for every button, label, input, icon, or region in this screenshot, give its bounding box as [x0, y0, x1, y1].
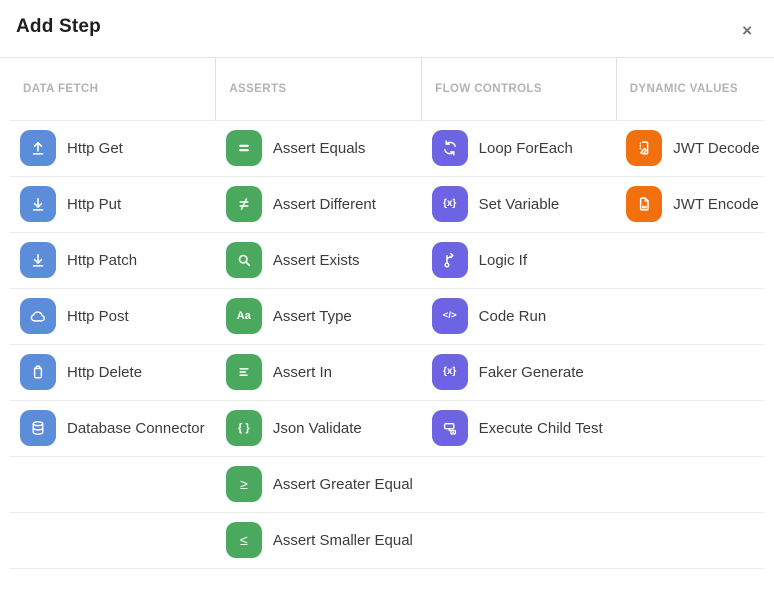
empty-cell: [616, 456, 764, 512]
step-item-assert-exists[interactable]: Assert Exists: [225, 242, 421, 278]
empty-cell: [422, 456, 617, 512]
step-item-assert-greater-equal[interactable]: ≥ Assert Greater Equal: [225, 466, 421, 502]
column-header-asserts: ASSERTS: [215, 58, 422, 120]
step-item-label: JWT Encode: [673, 195, 759, 213]
text-case-icon: Aa: [225, 298, 262, 334]
step-item-label: Http Delete: [67, 363, 143, 381]
step-item-label: JWT Decode: [673, 139, 760, 157]
empty-cell: [422, 512, 617, 568]
empty-cell: [616, 400, 764, 456]
list-lines-icon: [225, 354, 262, 390]
table-row: Database Connector { } Json Validate Exe…: [10, 400, 764, 456]
step-item-label: Assert Different: [272, 195, 376, 213]
column-header-data-fetch: DATA FETCH: [23, 82, 99, 95]
table-row: Http Put Assert Different {x} Set Variab…: [10, 176, 764, 232]
step-item-label: Faker Generate: [478, 363, 584, 381]
step-item-code-run[interactable]: </> Code Run: [431, 298, 616, 334]
step-item-http-delete[interactable]: Http Delete: [20, 354, 215, 390]
equals-icon: [225, 130, 262, 166]
download-icon: [20, 242, 56, 278]
empty-cell: [616, 232, 764, 288]
step-item-jwt-decode[interactable]: JWT Decode: [626, 130, 763, 166]
step-item-label: Assert Type: [272, 307, 352, 325]
table-row: Http Get Assert Equals Loop ForEach JWT …: [10, 120, 764, 176]
step-item-label: Http Patch: [67, 251, 138, 269]
step-item-label: Logic If: [478, 251, 528, 269]
table-row: ≥ Assert Greater Equal: [10, 456, 764, 512]
table-row: Http Post Aa Assert Type </> Code Run: [10, 288, 764, 344]
step-item-label: Set Variable: [478, 195, 560, 213]
greater-equal-icon: ≥: [225, 466, 262, 502]
table-row: ≤ Assert Smaller Equal: [10, 512, 764, 568]
variable-braces-icon: {x}: [431, 186, 468, 222]
download-icon: [20, 186, 56, 222]
step-item-http-patch[interactable]: Http Patch: [20, 242, 215, 278]
step-item-label: Http Post: [67, 307, 129, 325]
column-header-flow-controls: FLOW CONTROLS: [421, 58, 617, 120]
close-icon[interactable]: ×: [736, 18, 758, 43]
step-item-http-post[interactable]: Http Post: [20, 298, 215, 334]
empty-cell: [616, 288, 764, 344]
cloud-icon: [20, 298, 56, 334]
empty-cell: [10, 512, 216, 568]
step-item-assert-smaller-equal[interactable]: ≤ Assert Smaller Equal: [225, 522, 421, 558]
page-title: Add Step: [16, 16, 101, 37]
step-item-http-get[interactable]: Http Get: [20, 130, 215, 166]
step-item-label: Assert Exists: [272, 251, 360, 269]
less-equal-icon: ≤: [225, 522, 262, 558]
step-item-set-variable[interactable]: {x} Set Variable: [431, 186, 616, 222]
empty-cell: [10, 456, 216, 512]
step-item-http-put[interactable]: Http Put: [20, 186, 215, 222]
step-item-label: Execute Child Test: [478, 419, 603, 437]
step-item-label: Database Connector: [67, 419, 205, 437]
step-item-label: Assert Smaller Equal: [272, 531, 413, 549]
child-test-icon: [431, 410, 468, 446]
step-item-assert-type[interactable]: Aa Assert Type: [225, 298, 421, 334]
step-item-label: Assert Greater Equal: [272, 475, 413, 493]
step-table: DATA FETCH ASSERTS FLOW CONTROLS DYNAMIC…: [10, 58, 764, 569]
step-item-label: Assert In: [272, 363, 333, 381]
database-icon: [20, 410, 56, 446]
step-item-assert-equals[interactable]: Assert Equals: [225, 130, 421, 166]
variable-braces-icon: {x}: [431, 354, 468, 390]
step-item-database-connector[interactable]: Database Connector: [20, 410, 215, 446]
step-item-label: Json Validate: [272, 419, 362, 437]
table-row: Http Delete Assert In {x} Faker Generate: [10, 344, 764, 400]
branch-icon: [431, 242, 468, 278]
step-item-json-validate[interactable]: { } Json Validate: [225, 410, 421, 446]
step-item-assert-different[interactable]: Assert Different: [225, 186, 421, 222]
step-item-label: Http Put: [67, 195, 122, 213]
step-picker: DATA FETCH ASSERTS FLOW CONTROLS DYNAMIC…: [0, 58, 774, 569]
step-item-loop-foreach[interactable]: Loop ForEach: [431, 130, 616, 166]
step-item-label: Assert Equals: [272, 139, 366, 157]
column-header-dynamic-values: DYNAMIC VALUES: [615, 58, 764, 120]
step-item-jwt-encode[interactable]: JWT Encode: [626, 186, 763, 222]
step-item-label: Http Get: [67, 139, 123, 157]
step-item-logic-if[interactable]: Logic If: [431, 242, 616, 278]
loop-icon: [431, 130, 468, 166]
jwt-encode-icon: [626, 186, 663, 222]
not-equal-icon: [225, 186, 262, 222]
step-item-label: Code Run: [478, 307, 547, 325]
step-item-label: Loop ForEach: [478, 139, 573, 157]
step-item-execute-child-test[interactable]: Execute Child Test: [431, 410, 616, 446]
jwt-decode-icon: [626, 130, 663, 166]
empty-cell: [616, 512, 764, 568]
braces-icon: { }: [225, 410, 262, 446]
search-icon: [225, 242, 262, 278]
code-icon: </>: [431, 298, 468, 334]
table-row: Http Patch Assert Exists Logic If: [10, 232, 764, 288]
step-item-assert-in[interactable]: Assert In: [225, 354, 421, 390]
step-item-faker-generate[interactable]: {x} Faker Generate: [431, 354, 616, 390]
modal-header: Add Step ×: [0, 0, 774, 58]
trash-icon: [20, 354, 56, 390]
empty-cell: [616, 344, 764, 400]
upload-icon: [20, 130, 56, 166]
